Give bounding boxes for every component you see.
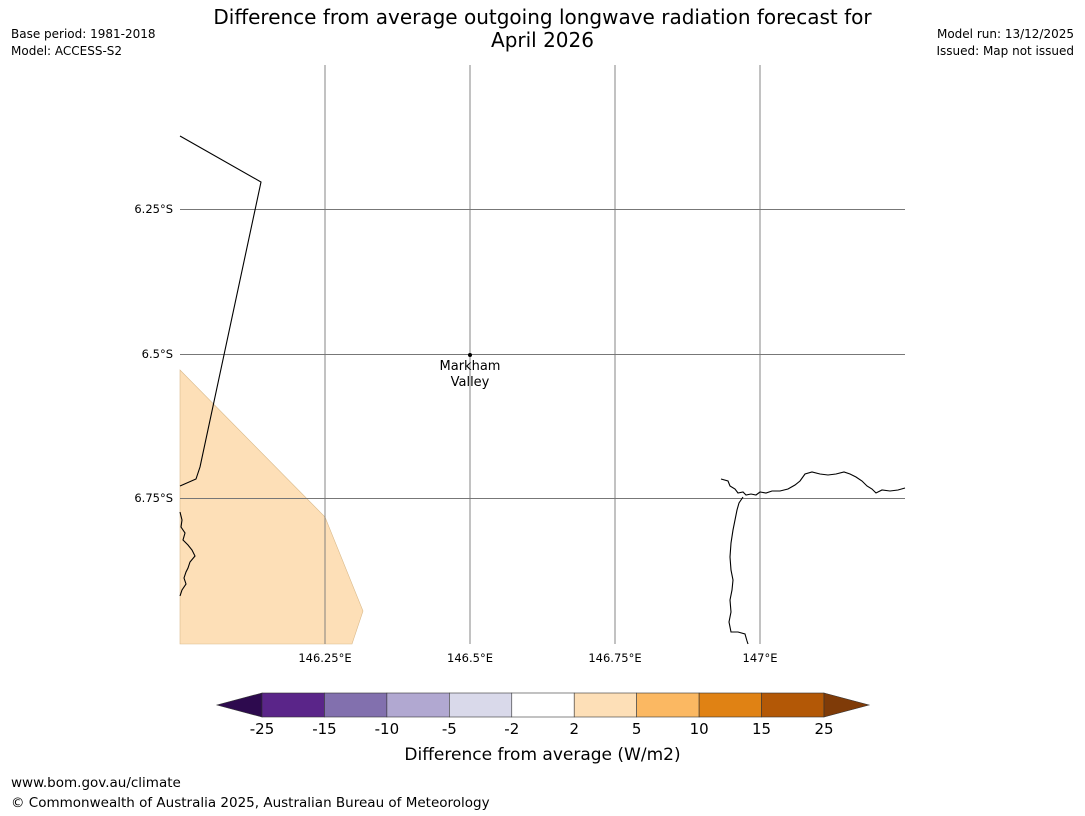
markham-valley-marker	[468, 353, 472, 357]
coastline-west	[179, 511, 196, 597]
lon-tick-label: 146.75°E	[588, 651, 642, 665]
colorbar-bin	[261, 692, 325, 718]
lon-tick-label: 147°E	[742, 651, 778, 665]
colorbar-bin	[511, 692, 575, 718]
lat-tick-label: 6.75°S	[134, 491, 173, 505]
base-period: Base period: 1981-2018	[11, 27, 156, 41]
colorbar-tick-label: 10	[689, 720, 709, 738]
colorbar-title: Difference from average (W/m2)	[404, 745, 681, 765]
colorbar-bin	[573, 692, 637, 718]
lon-tick-label: 146.25°E	[298, 651, 352, 665]
colorbar-tick-label: -10	[374, 720, 400, 738]
colorbar-extend-low	[215, 692, 263, 718]
place-label-line-1: Markham	[439, 359, 501, 374]
colorbar-tick-label: 25	[814, 720, 834, 738]
coastline-east	[720, 471, 906, 645]
model-run: Model run: 13/12/2025	[936, 27, 1074, 41]
colorbar-tick-label: 2	[569, 720, 579, 738]
colorbar-bin	[449, 692, 513, 718]
title-line-1: Difference from average outgoing longwav…	[213, 5, 872, 29]
place-label-line-2: Valley	[450, 375, 490, 390]
lat-tick-label: 6.5°S	[141, 347, 173, 361]
colorbar-bin	[636, 692, 700, 718]
colorbar-extend-high	[823, 692, 871, 718]
colorbar-tick-label: -15	[312, 720, 337, 738]
colorbar-tick-label: -5	[441, 720, 457, 738]
footer-url[interactable]: www.bom.gov.au/climate	[11, 775, 181, 791]
colorbar-bin	[698, 692, 762, 718]
border-line	[179, 135, 262, 487]
place-label: Markham Valley	[420, 359, 520, 391]
meta-right: Model run: 13/12/2025 Issued: Map not is…	[936, 26, 1074, 60]
title-line-2: April 2026	[491, 28, 594, 52]
footer-copyright: © Commonwealth of Australia 2025, Austra…	[11, 795, 490, 811]
gridlines	[180, 65, 905, 644]
lon-tick-label: 146.5°E	[447, 651, 493, 665]
anomaly-region	[179, 369, 364, 645]
colorbar-bin	[324, 692, 388, 718]
issued-status: Issued: Map not issued	[936, 44, 1074, 58]
colorbar-tick-label: -2	[504, 720, 520, 738]
colorbar-tick-label: 5	[631, 720, 642, 738]
colorbar-bin	[761, 692, 825, 718]
colorbar-bin	[386, 692, 450, 718]
colorbar-tick-label: -25	[249, 720, 275, 738]
lat-tick-label: 6.25°S	[134, 202, 173, 216]
model-name: Model: ACCESS-S2	[11, 44, 123, 58]
meta-left: Base period: 1981-2018 Model: ACCESS-S2	[11, 26, 156, 60]
map-title: Difference from average outgoing longwav…	[0, 6, 1085, 52]
colorbar-tick-label: 15	[752, 720, 772, 738]
